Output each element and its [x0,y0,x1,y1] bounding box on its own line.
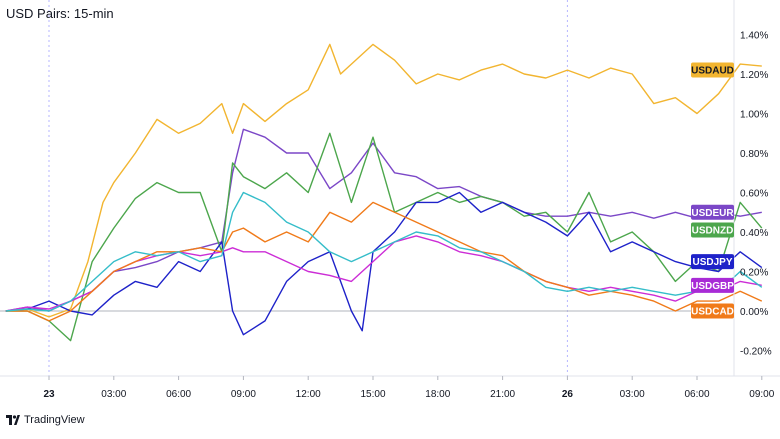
y-axis-ticks: 1.40% 1.20% 1.00% 0.80% 0.60% 0.40% 0.20% 0.00%… [740,31,772,358]
x-tick-label: 03:00 [101,389,126,400]
brand-name: TradingView [24,414,85,426]
end-label-text: USDNZD [692,226,734,237]
end-label-usdeur: USDEUR [691,204,734,220]
end-label-text: USDGBP [691,281,734,292]
end-label-text: USDCAD [691,307,734,318]
x-tick-label: 09:00 [749,389,774,400]
y-tick-label: -0.20% [740,347,772,358]
x-tick-label: 21:00 [490,389,515,400]
x-tick-label: 12:00 [296,389,321,400]
y-tick-label: 0.80% [740,149,768,160]
y-tick-label: 1.00% [740,110,768,121]
end-label-text: USDJPY [692,257,732,268]
y-tick-label: 1.20% [740,70,768,81]
series-line-usdnzd [5,132,763,342]
x-tick-label: 06:00 [684,389,709,400]
end-label-text: USDAUD [691,66,734,77]
end-label-usdcad: USDCAD [691,303,734,319]
y-tick-label: 0.60% [740,189,768,200]
x-tick-label: 06:00 [166,389,191,400]
end-label-usdgbp: USDGBP [691,277,734,293]
series-line-usdeur [5,128,762,312]
end-label-box [691,204,734,220]
tradingview-logo-icon [6,415,20,425]
session-separator-lines [48,0,568,376]
series-line-usdjpy [5,191,763,336]
x-tick-label: 23 [43,389,55,400]
series-layer [5,43,763,342]
x-tick-label: 09:00 [231,389,256,400]
x-axis-ticks: 23 03:00 06:00 09:00 12:00 15:00 18:00 21:00 26 0… [43,376,775,400]
end-label-box [691,222,734,238]
x-tick-label: 26 [562,389,574,400]
series-line-usdchf [5,191,763,312]
end-label-usdaud: USDAUD [691,62,734,78]
y-tick-label: 0.00% [740,307,768,318]
tradingview-watermark: TradingView [6,414,85,426]
end-label-usdnzd: USDNZD [691,222,734,238]
end-label-box [691,254,734,270]
x-tick-label: 15:00 [360,389,385,400]
series-end-labels: USDAUD USDEUR USDNZD USDJPY USDGBP USDCAD [691,62,734,319]
end-label-text: USDEUR [691,208,734,219]
series-line-usdcad [5,201,763,322]
x-tick-label: 03:00 [620,389,645,400]
end-label-usdjpy: USDJPY [691,254,734,270]
end-label-box [691,303,734,319]
chart-title: USD Pairs: 15-min [6,6,114,21]
series-line-usdaud [5,43,762,318]
y-tick-label: 1.40% [740,31,768,42]
x-tick-label: 18:00 [425,389,450,400]
y-tick-label: 0.40% [740,228,768,239]
y-tick-label: 0.20% [740,268,768,279]
end-label-box [691,277,734,293]
end-label-box [691,62,734,78]
